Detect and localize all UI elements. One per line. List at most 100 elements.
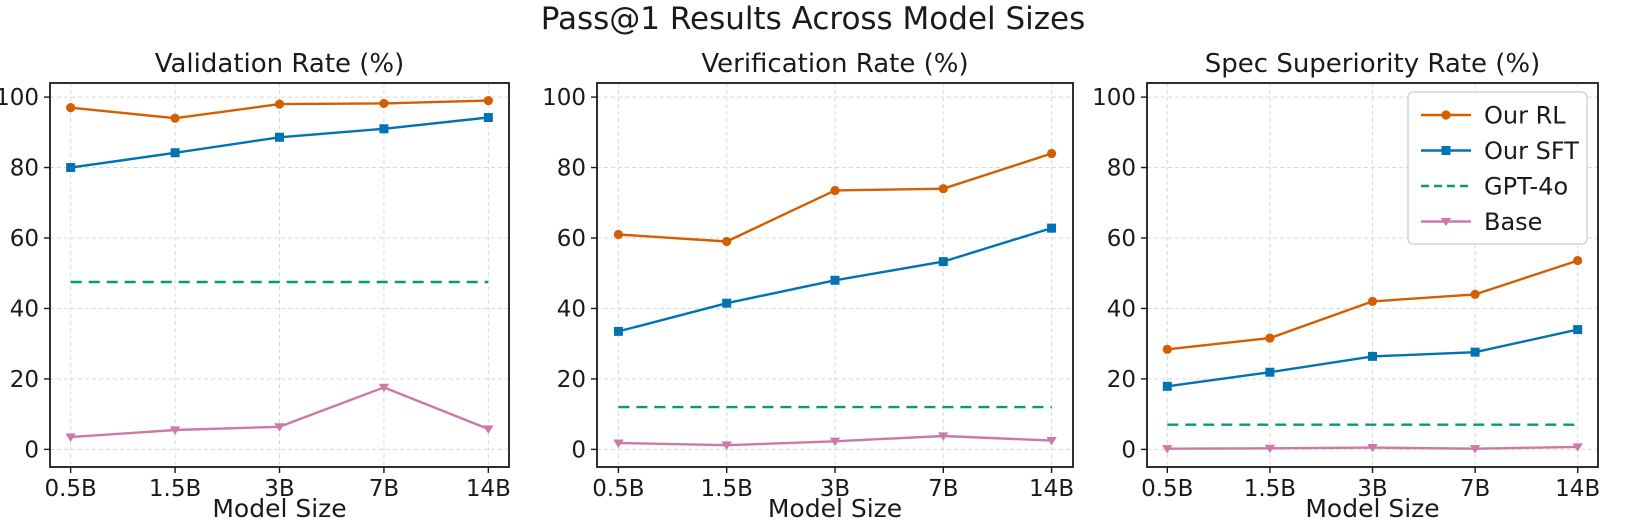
- x-tick-label: 0.5B: [592, 476, 644, 502]
- legend-box: [1407, 91, 1588, 245]
- data-point-triangle: [829, 437, 841, 447]
- y-tick-label: 80: [1107, 156, 1136, 182]
- chart-canvas: 0 20 40 60 80 100 0.5B 1.5B 3B 7B 14B Model Size Ver…: [542, 49, 1074, 523]
- series-our-sft: [66, 113, 493, 173]
- y-tick-label: 40: [1107, 296, 1136, 322]
- series-base: [613, 432, 1057, 450]
- data-point-circle: [1265, 333, 1275, 343]
- legend-label: Base: [1484, 208, 1542, 236]
- data-point-triangle: [483, 425, 494, 434]
- plot-border: [596, 82, 1074, 468]
- y-tick-label: 40: [10, 296, 39, 322]
- x-tick-label: 3B: [264, 476, 294, 502]
- data-point-square: [1047, 223, 1057, 233]
- x-tick-label: 3B: [820, 476, 850, 502]
- grid: [597, 83, 1073, 467]
- y-tick-label: 0: [571, 437, 586, 463]
- series-our-sft: [613, 223, 1057, 336]
- data-point-triangle: [1046, 436, 1057, 446]
- y-tick-label: 0: [24, 437, 39, 463]
- series-our-sft: [1162, 325, 1583, 391]
- data-point-triangle: [378, 383, 390, 393]
- data-point-circle: [1470, 289, 1480, 299]
- grid: [50, 83, 509, 467]
- series-our-rl: [613, 148, 1057, 247]
- x-axis-label: Model Size: [768, 494, 902, 523]
- series-base: [65, 383, 494, 442]
- series-base: [1162, 443, 1583, 454]
- x-tick-label: 7B: [1460, 476, 1490, 502]
- data-point-circle: [722, 236, 732, 247]
- axis-ticks: [1141, 96, 1579, 473]
- x-tick-label: 14B: [1555, 476, 1600, 502]
- data-point-triangle: [1264, 444, 1276, 454]
- axis-ticks: [44, 96, 490, 473]
- series-our-rl: [1162, 255, 1583, 354]
- subplot-title: Verification Rate (%): [701, 49, 968, 79]
- data-point-circle: [938, 184, 948, 194]
- data-point-circle: [1046, 148, 1057, 159]
- x-axis-label: Model Size: [212, 494, 346, 523]
- data-point-triangle: [938, 432, 949, 441]
- y-tick-label: 80: [10, 156, 39, 182]
- legend-item-base: Base: [1421, 208, 1542, 236]
- x-tick-label: 3B: [1357, 476, 1387, 502]
- figure-title: Pass@1 Results Across Model Sizes: [540, 1, 1086, 37]
- chart-canvas: 0 20 40 60 80 100 0.5B 1.5B 3B 7B 14B Model Size Spe…: [1092, 49, 1600, 523]
- data-point-circle: [1441, 110, 1451, 120]
- data-point-triangle: [1572, 443, 1583, 452]
- subplot-title: Validation Rate (%): [155, 49, 405, 79]
- data-point-circle: [379, 98, 389, 109]
- subplot-validation-rate: 0 20 40 60 80 100 0.5B 1.5B 3B 7B 14B Model Size Val…: [0, 40, 540, 526]
- data-point-square: [830, 275, 840, 285]
- x-tick-label: 14B: [466, 476, 511, 502]
- data-point-circle: [613, 229, 624, 240]
- subplot-verification-rate: 0 20 40 60 80 100 0.5B 1.5B 3B 7B 14B Model Size Ver…: [540, 40, 1078, 526]
- x-tick-label: 7B: [369, 476, 399, 502]
- series-our-rl: [66, 96, 493, 123]
- x-tick-label: 1.5B: [701, 476, 753, 502]
- data-point-square: [379, 124, 389, 134]
- x-axis-label: Model Size: [1305, 494, 1439, 523]
- data-point-square: [66, 163, 76, 173]
- data-point-triangle: [1162, 445, 1173, 454]
- x-tick-label: 1.5B: [1244, 476, 1296, 502]
- y-tick-label: 80: [557, 156, 586, 182]
- y-tick-label: 20: [10, 367, 39, 393]
- data-point-triangle: [613, 439, 624, 448]
- x-tick-label: 0.5B: [44, 476, 96, 502]
- data-point-triangle: [1367, 444, 1378, 453]
- x-tick-label: 14B: [1029, 476, 1074, 502]
- data-point-triangle: [274, 423, 285, 432]
- data-point-square: [1368, 351, 1377, 361]
- data-point-square: [275, 132, 284, 142]
- data-point-square: [1573, 325, 1583, 335]
- y-tick-label: 60: [557, 226, 586, 252]
- data-point-triangle: [721, 441, 732, 450]
- x-tick-label: 0.5B: [1141, 476, 1193, 502]
- data-point-square: [722, 298, 732, 308]
- y-tick-label: 60: [1107, 226, 1136, 252]
- legend-item-our-sft: Our SFT: [1421, 137, 1579, 165]
- chart-canvas: 0 20 40 60 80 100 0.5B 1.5B 3B 7B 14B Model Size Val…: [0, 49, 511, 523]
- y-tick-label: 60: [10, 226, 39, 252]
- legend-item-our-rl: Our RL: [1421, 102, 1566, 130]
- plot-border: [49, 82, 510, 468]
- data-point-triangle: [169, 426, 181, 435]
- data-point-square: [613, 326, 623, 336]
- legend-label: Our SFT: [1484, 137, 1579, 165]
- subplot-spec-superiority-rate: 0 20 40 60 80 100 0.5B 1.5B 3B 7B 14B Model Size Spe…: [1082, 40, 1626, 526]
- legend: Our RL Our SFT GPT-4o Base: [1407, 91, 1588, 245]
- data-point-circle: [66, 103, 76, 113]
- data-point-circle: [1573, 255, 1583, 266]
- data-point-square: [483, 113, 493, 123]
- data-point-circle: [1367, 296, 1378, 307]
- y-tick-label: 0: [1121, 437, 1136, 463]
- data-point-triangle: [1469, 445, 1481, 454]
- subplot-title: Spec Superiority Rate (%): [1205, 49, 1541, 79]
- plot-border: [1146, 82, 1599, 468]
- legend-label: Our RL: [1484, 102, 1566, 130]
- data-point-triangle: [1440, 217, 1452, 227]
- data-point-circle: [1162, 344, 1172, 354]
